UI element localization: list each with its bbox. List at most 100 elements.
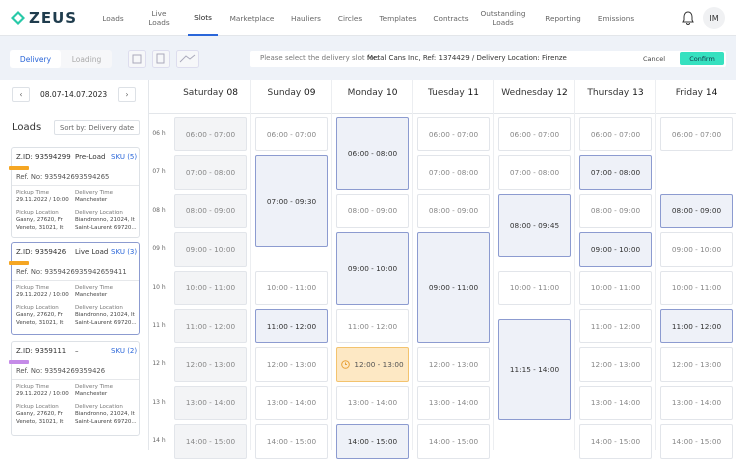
sku-link[interactable]: SKU (5) [111,153,138,161]
time-slot[interactable]: 06:00 - 07:00 [498,117,571,152]
slot-label: 12:00 - 13:00 [590,360,641,370]
time-slot[interactable]: 13:00 - 14:00 [417,385,490,421]
nav-item[interactable]: Loads [102,13,124,23]
day-name: Wednesday [501,88,557,98]
time-slot[interactable]: 14:00 - 15:00 [417,424,490,459]
status: – [75,347,79,355]
slot-label: 06:00 - 07:00 [185,129,236,139]
prev-button[interactable]: ‹ [12,87,30,102]
view-icons[interactable] [128,50,200,68]
hour-label: 06 h [152,130,166,137]
cancel-button[interactable]: Cancel [643,55,666,63]
nav-item[interactable]: Hauliers [291,13,321,23]
day-date: 09 [304,88,316,98]
time-slot[interactable]: 12:00 - 13:00 [660,347,733,382]
time-slot[interactable]: 13:00 - 14:00 [660,385,733,421]
confirm-button[interactable]: Confirm [680,52,724,65]
tab[interactable]: Delivery [10,50,61,68]
slot-label: 08:00 - 09:00 [185,206,236,216]
tab[interactable]: Loading [71,54,102,64]
slot-label: 06:00 - 07:00 [590,129,641,139]
nav-item[interactable]: Slots [188,0,218,36]
time-slot[interactable]: 11:00 - 12:00 [660,309,733,344]
time-slot[interactable]: 09:00 - 11:00 [417,232,490,344]
time-slot[interactable]: 14:00 - 15:00 [174,424,247,459]
time-slot[interactable]: 12:00 - 13:00 [255,347,328,382]
time-slot[interactable]: 07:00 - 08:00 [174,155,247,190]
time-slot[interactable]: 07:00 - 09:30 [255,155,328,248]
time-slot[interactable]: 13:00 - 14:00 [255,385,328,421]
time-slot[interactable]: 09:00 - 10:00 [579,232,652,267]
slot-label: 07:00 - 08:00 [428,168,479,178]
time-slot[interactable]: 11:15 - 14:00 [498,318,571,421]
time-slot[interactable]: 08:00 - 09:00 [417,193,490,229]
time-slot[interactable]: 12:00 - 13:00 [417,347,490,382]
nav-item[interactable]: Contracts [433,13,469,23]
load-card[interactable]: Z.ID: 9359426 Live Load SKU (3) Ref. No: 93… [9,242,140,335]
time-slot[interactable]: 11:00 - 12:00 [174,309,247,344]
time-slot[interactable]: 13:00 - 14:00 [579,385,652,421]
time-slot[interactable]: 08:00 - 09:00 [579,193,652,229]
time-slot[interactable]: 08:00 - 09:00 [174,193,247,229]
time-slot[interactable]: 08:00 - 09:00 [660,193,733,229]
time-slot[interactable]: 06:00 - 08:00 [336,117,409,190]
nav-item[interactable]: Reporting [545,13,581,23]
day-date: 10 [385,88,398,98]
time-slot[interactable]: 12:00 - 13:00 [579,347,652,382]
slot-label: 10:00 - 11:00 [590,283,641,293]
time-slot[interactable]: 09:00 - 10:00 [660,232,733,267]
time-slot[interactable]: 07:00 - 08:00 [417,155,490,190]
time-slot[interactable]: 06:00 - 07:00 [660,117,733,152]
field-label: Pickup Time [16,190,49,196]
field-label: Delivery Time [75,384,114,390]
day-date: 14 [705,88,718,98]
slot-label: 14:00 - 15:00 [185,436,236,446]
time-slot[interactable]: 11:00 - 12:00 [255,309,328,344]
time-slot[interactable]: 06:00 - 07:00 [579,117,652,152]
field-value: Gasny, 27620, Fr [16,217,63,223]
time-slot[interactable]: 14:00 - 15:00 [660,424,733,459]
nav-item[interactable]: Live Loads [148,9,170,27]
sku-link[interactable]: SKU (3) [111,248,138,256]
avatar[interactable]: IM [703,7,725,29]
time-slot[interactable]: 11:00 - 12:00 [579,309,652,344]
time-slot[interactable]: 06:00 - 07:00 [417,117,490,152]
time-slot[interactable]: 07:00 - 08:00 [579,155,652,190]
time-slot[interactable]: 14:00 - 15:00 [255,424,328,459]
time-slot[interactable]: 08:00 - 09:45 [498,193,571,257]
time-slot[interactable]: 11:00 - 12:00 [336,309,409,344]
time-slot[interactable]: 09:00 - 10:00 [336,232,409,305]
day-border [655,80,656,450]
time-slot[interactable]: 14:00 - 15:00 [579,424,652,459]
time-slot[interactable]: 13:00 - 14:00 [336,385,409,421]
time-slot[interactable]: 06:00 - 07:00 [255,117,328,152]
nav-item[interactable]: Outstanding Loads [480,9,526,27]
time-slot[interactable]: 06:00 - 07:00 [174,117,247,152]
load-card[interactable]: Z.ID: 9359111– SKU (2) Ref. No: 9359426935… [9,341,140,436]
time-slot[interactable]: 07:00 - 08:00 [498,155,571,190]
time-slot[interactable]: 13:00 - 14:00 [174,385,247,421]
time-slot[interactable]: 12:00 - 13:00 [336,347,409,382]
sku-link[interactable]: SKU (2) [111,347,138,355]
time-slot[interactable]: 10:00 - 11:00 [498,270,571,305]
field-label: Pickup Location [16,305,59,311]
nav-item[interactable]: Marketplace [229,13,275,23]
time-slot[interactable]: 10:00 - 11:00 [579,270,652,305]
time-slot[interactable]: 10:00 - 11:00 [255,270,328,305]
nav-item[interactable]: Emissions [597,13,635,23]
time-slot[interactable]: 09:00 - 10:00 [174,232,247,267]
time-slot[interactable]: 08:00 - 09:00 [336,193,409,229]
field-value: Manchester [75,197,108,203]
time-slot[interactable]: 10:00 - 11:00 [660,270,733,305]
nav-item[interactable]: Circles [337,13,363,23]
day-border [574,80,575,450]
time-slot[interactable]: 14:00 - 15:00 [336,424,409,459]
nav-item[interactable]: Templates [379,13,417,23]
next-button[interactable]: › [118,87,136,102]
time-slot[interactable]: 12:00 - 13:00 [174,347,247,382]
sort-select[interactable]: Sort by: Delivery date [54,120,140,135]
load-card[interactable]: Z.ID: 93594299 Pre-Load SKU (5) Ref. No: 93… [9,147,140,238]
time-slot[interactable]: 10:00 - 11:00 [174,270,247,305]
bell-icon[interactable] [682,11,694,25]
